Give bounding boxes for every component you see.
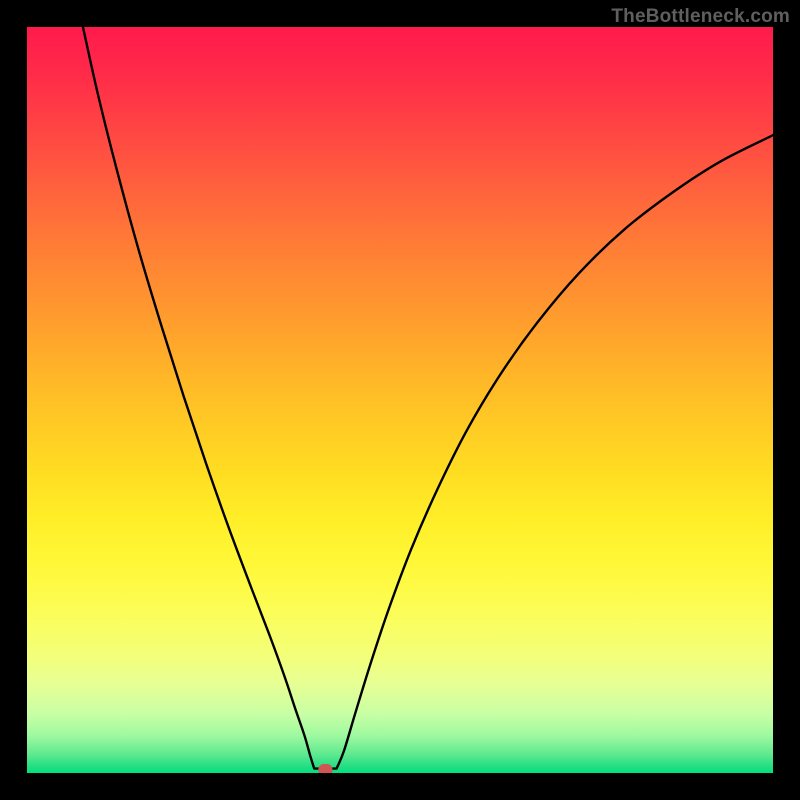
watermark-text: TheBottleneck.com: [611, 6, 790, 28]
minimum-marker: [318, 764, 332, 773]
bottleneck-chart-svg: [27, 27, 773, 773]
gradient-background: [27, 27, 773, 773]
plot-area: [27, 27, 773, 773]
chart-frame: TheBottleneck.com: [0, 0, 800, 800]
